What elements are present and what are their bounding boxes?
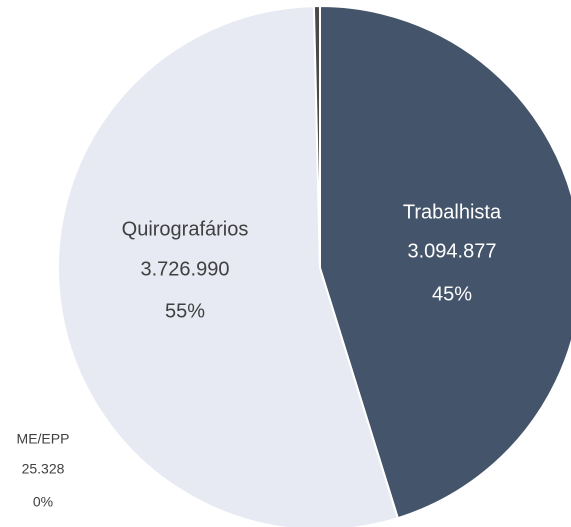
slice-percent: 0% [33, 494, 53, 510]
slice-name: ME/EPP [17, 431, 70, 447]
pie-slice [312, 4, 321, 269]
slice-percent: 55% [165, 300, 205, 322]
slice-value: 3.094.877 [408, 240, 497, 262]
slice-name: Quirografários [122, 218, 249, 240]
slice-value: 3.726.990 [141, 258, 230, 280]
pie-slice [319, 4, 571, 520]
slice-value: 25.328 [22, 461, 65, 477]
slice-name: Trabalhista [403, 201, 502, 223]
slice-percent: 45% [432, 283, 472, 305]
pie-slice [57, 5, 400, 527]
